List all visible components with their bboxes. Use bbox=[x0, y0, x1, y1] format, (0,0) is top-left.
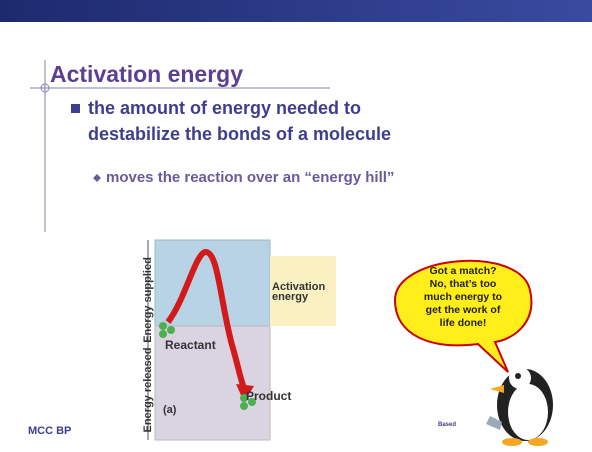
penguin bbox=[486, 367, 553, 446]
credit: Based bbox=[438, 422, 456, 428]
bullet-line: destabilize the bonds of a molecule bbox=[88, 124, 391, 144]
molecule bbox=[167, 326, 175, 334]
released-region bbox=[154, 325, 271, 441]
molecule bbox=[240, 394, 248, 402]
axis-label: Energy supplied bbox=[142, 257, 154, 343]
diagram-label: Reactant bbox=[165, 338, 216, 352]
molecule bbox=[240, 402, 248, 410]
bullet-line: the amount of energy needed to bbox=[88, 98, 361, 118]
top-band bbox=[0, 0, 592, 22]
activation-region bbox=[270, 256, 336, 326]
sub-bullet-marker bbox=[93, 174, 101, 182]
axis-label: Energy released bbox=[142, 348, 154, 433]
bubble-text: Got a match? bbox=[429, 265, 496, 277]
title: Activation energy bbox=[50, 61, 243, 87]
energy-curve bbox=[165, 249, 247, 390]
molecule bbox=[248, 398, 256, 406]
bubble-text: life done! bbox=[440, 317, 487, 329]
bubble-text: much energy to bbox=[424, 291, 502, 303]
speech-bubble bbox=[393, 259, 533, 373]
bullet-marker bbox=[71, 104, 80, 113]
diagram-label: energy bbox=[272, 291, 309, 303]
diagram-label: Product bbox=[246, 389, 291, 403]
diagram-label: (a) bbox=[163, 404, 177, 416]
footer: MCC BP bbox=[28, 425, 71, 437]
sub-bullet: moves the reaction over an “energy hill” bbox=[106, 169, 394, 186]
diagram-label: Activation bbox=[272, 281, 325, 293]
molecule bbox=[159, 322, 167, 330]
molecule bbox=[159, 330, 167, 338]
bubble-text: No, that’s too bbox=[430, 278, 497, 290]
arrow-head bbox=[236, 384, 254, 402]
rule-knot bbox=[40, 83, 50, 93]
bubble-text: get the work of bbox=[426, 304, 501, 316]
